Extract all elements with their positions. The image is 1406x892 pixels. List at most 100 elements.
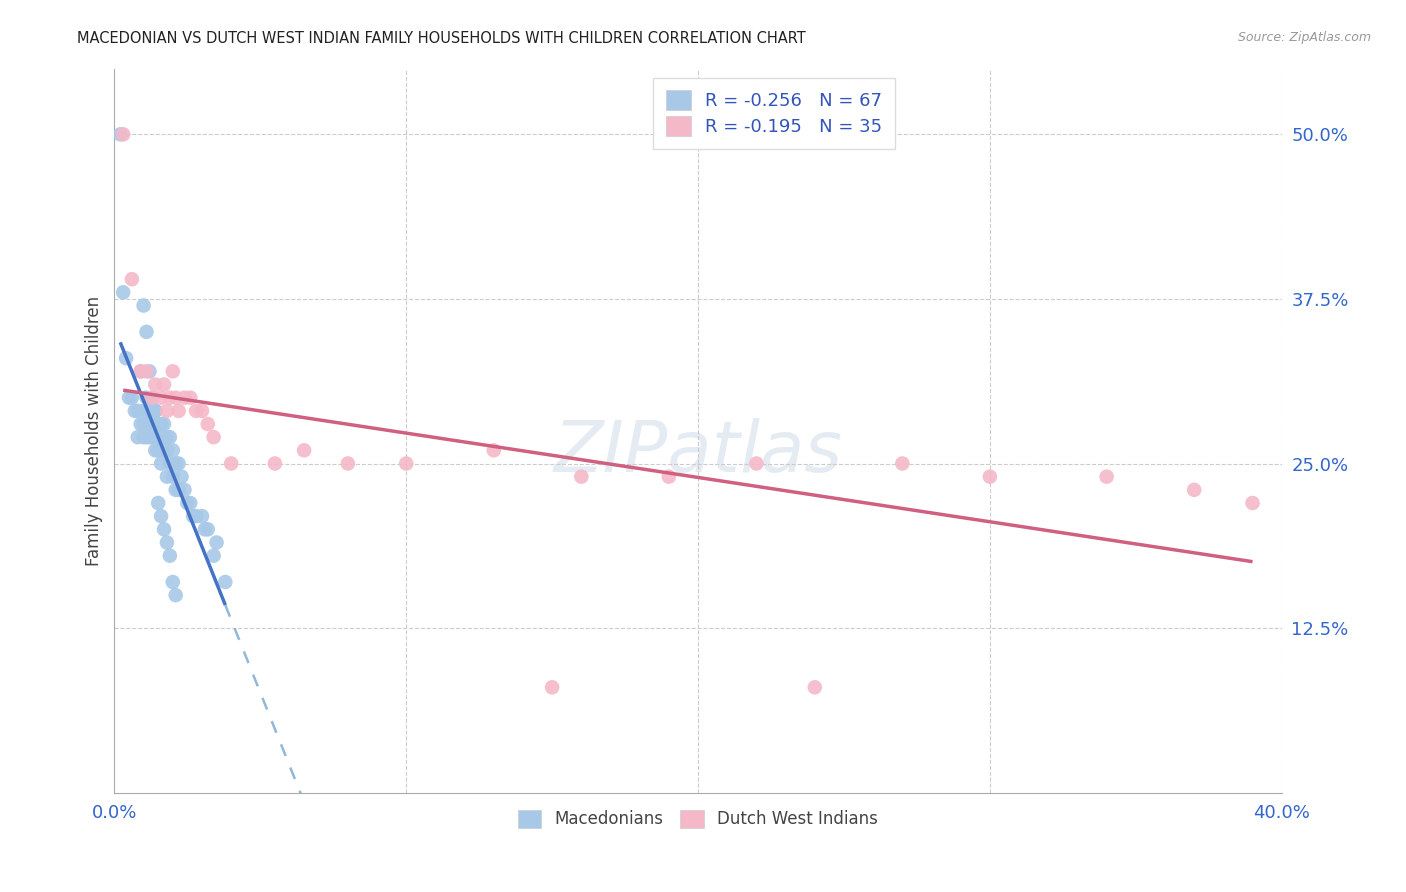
Point [141,417,163,431]
Point [219,457,242,471]
Point [197,522,219,536]
Point [159,549,181,563]
Point [129,364,152,378]
Point [891,457,914,471]
Point [135,430,157,444]
Point [292,443,315,458]
Point [141,391,163,405]
Point [135,364,157,378]
Point [150,430,173,444]
Y-axis label: Family Households with Children: Family Households with Children [86,295,103,566]
Point [541,681,564,695]
Point [132,404,155,418]
Point [197,417,219,431]
Point [129,417,152,431]
Point [153,522,176,536]
Point [202,549,225,563]
Point [148,443,170,458]
Point [132,430,155,444]
Point [129,364,152,378]
Point [162,443,184,458]
Point [112,128,135,142]
Point [167,404,190,418]
Point [156,404,179,418]
Point [165,457,187,471]
Point [159,430,181,444]
Point [184,404,207,418]
Point [141,391,163,405]
Point [153,417,176,431]
Point [170,469,193,483]
Point [214,574,236,589]
Point [135,391,157,405]
Point [148,496,170,510]
Point [173,391,195,405]
Point [336,457,359,471]
Point [176,496,198,510]
Point [569,469,592,483]
Point [138,404,160,418]
Point [150,391,173,405]
Point [162,574,184,589]
Point [156,469,179,483]
Point [148,417,170,431]
Point [132,417,155,431]
Point [1095,469,1118,483]
Point [127,404,149,418]
Point [138,364,160,378]
Point [173,483,195,497]
Point [264,457,287,471]
Point [153,377,176,392]
Point [110,128,132,142]
Point [150,417,173,431]
Point [150,509,173,524]
Point [179,496,201,510]
Point [121,272,143,286]
Point [118,391,141,405]
Point [179,391,201,405]
Point [482,443,505,458]
Point [1241,496,1264,510]
Text: Source: ZipAtlas.com: Source: ZipAtlas.com [1237,31,1371,45]
Text: ZIPatlas: ZIPatlas [554,417,842,487]
Point [979,469,1001,483]
Point [156,535,179,549]
Point [202,430,225,444]
Point [165,588,187,602]
Point [167,483,190,497]
Point [143,404,166,418]
Point [159,457,181,471]
Point [148,430,170,444]
Point [135,417,157,431]
Point [1182,483,1205,497]
Point [138,430,160,444]
Point [150,457,173,471]
Text: MACEDONIAN VS DUTCH WEST INDIAN FAMILY HOUSEHOLDS WITH CHILDREN CORRELATION CHAR: MACEDONIAN VS DUTCH WEST INDIAN FAMILY H… [77,31,806,46]
Point [165,391,187,405]
Point [167,457,190,471]
Point [143,377,166,392]
Point [184,509,207,524]
Point [121,391,143,405]
Point [191,509,214,524]
Point [162,469,184,483]
Point [804,681,827,695]
Point [124,404,146,418]
Point [745,457,768,471]
Point [191,404,214,418]
Point [132,298,155,312]
Point [135,325,157,339]
Point [143,430,166,444]
Point [395,457,418,471]
Point [165,483,187,497]
Point [156,443,179,458]
Point [181,509,204,524]
Point [127,430,149,444]
Point [156,430,179,444]
Point [153,443,176,458]
Point [205,535,228,549]
Point [141,391,163,405]
Point [162,364,184,378]
Legend: Macedonians, Dutch West Indians: Macedonians, Dutch West Indians [512,803,884,835]
Point [143,443,166,458]
